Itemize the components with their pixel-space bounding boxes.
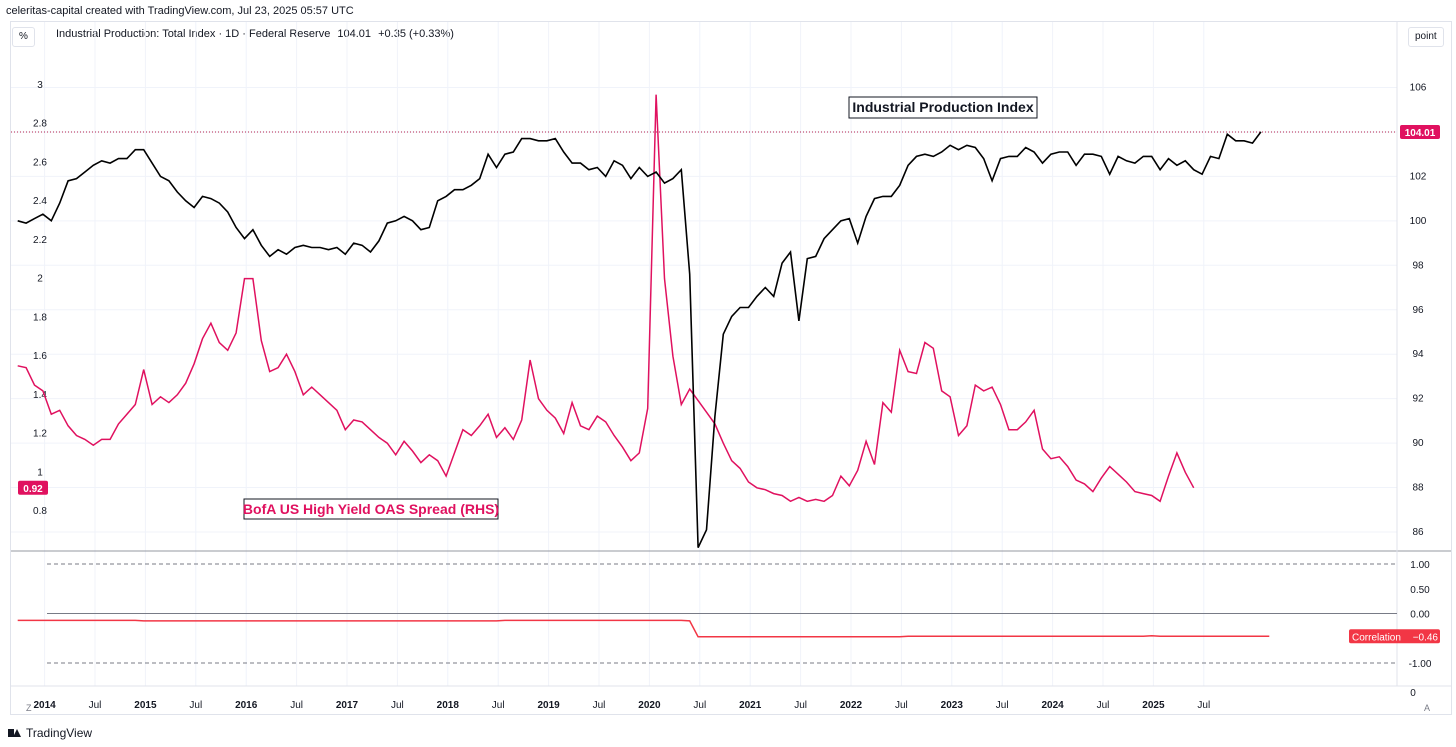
right-axis-tick: 88 [1412,483,1424,494]
x-tick-label: Jul [189,700,202,711]
corr-value-text: −0.46 [1413,632,1439,643]
legend-value: 104.01 [337,28,372,40]
legend-name: Industrial Production: Total Index · 1D … [56,28,331,40]
left-axis-tick: 1.2 [33,429,47,440]
right-axis-tick: 102 [1410,171,1427,182]
left-corner-label[interactable]: Z [26,703,32,713]
x-tick-label: 2017 [336,700,359,711]
ip-last-value-badge [1400,124,1440,139]
spread-series-line [17,94,1195,503]
left-axis-tick: 1.6 [33,351,47,362]
ip-last-value-text: 104.01 [1405,128,1436,139]
left-axis-tick: 2.4 [33,196,47,207]
corr-axis-tick: 1.00 [1410,560,1430,571]
left-axis-tick: 1 [37,467,43,478]
x-tick-label: 2018 [437,700,460,711]
chart-frame [10,21,1452,715]
right-axis-tick: 92 [1412,394,1424,405]
right-axis-tick: 96 [1412,305,1424,316]
x-tick-label: 2021 [739,700,762,711]
x-tick-label: 2022 [840,700,863,711]
ip-annotation-box [848,96,1038,119]
corr-name-text: Correlation [1352,632,1401,643]
tradingview-logo-icon [8,729,22,737]
left-axis-tick: 2.2 [33,235,47,246]
x-tick-label: Jul [794,700,807,711]
corr-axis-tick: -1.00 [1409,659,1432,670]
ip-annotation-text: Industrial Production Index [852,99,1033,115]
corr-axis-tick: 0.50 [1410,585,1430,596]
left-axis-tick: 0.8 [33,506,47,517]
x-tick-label: 2015 [134,700,157,711]
spread-annotation-box [243,498,499,520]
x-tick-label: 2019 [537,700,560,711]
x-tick-label: Jul [593,700,606,711]
right-axis-tick: 106 [1410,83,1427,94]
x-tick-label: 2014 [33,700,56,711]
x-tick-label: Jul [391,700,404,711]
x-tick-label: Jul [89,700,102,711]
x-tick-label: Jul [290,700,303,711]
right-axis-tick: 100 [1410,216,1427,227]
left-axis-tick: 1.4 [33,390,47,401]
right-axis-tick: 90 [1412,438,1424,449]
x-tick-label: 2023 [941,700,964,711]
ip-series-line [17,131,1262,548]
right-axis-tick: 98 [1412,260,1424,271]
x-tick-label: 2020 [638,700,661,711]
tradingview-logo: TradingView [8,726,92,740]
x-tick-label: Jul [1197,700,1210,711]
x-tick-label: Jul [996,700,1009,711]
x-tick-label: 2016 [235,700,258,711]
x-tick-label: Jul [1097,700,1110,711]
left-axis-tick: 1.8 [33,312,47,323]
corr-last-value-badge [1349,629,1440,644]
corr-axis-tick: 0.00 [1410,610,1430,621]
left-scale-label[interactable]: % [12,27,35,47]
spread-last-value-text: 0.92 [23,484,43,495]
x-tick-label: 2024 [1041,700,1064,711]
x-tick-label: 2025 [1142,700,1165,711]
credit-text: celeritas-capital created with TradingVi… [6,5,354,17]
left-axis-tick: 2.6 [33,157,47,168]
x-tick-label: Jul [895,700,908,711]
x-tick-label: Jul [693,700,706,711]
right-axis-tick: 86 [1412,527,1424,538]
right-corner-label[interactable]: A [1424,703,1431,713]
left-axis-tick: 3 [37,80,43,91]
left-axis-tick: 2 [37,274,43,285]
spread-last-value-badge [18,480,48,495]
x-tick-label: Jul [492,700,505,711]
corr-left-axis-tick: 0 [1410,688,1416,699]
tradingview-logo-text: TradingView [26,726,93,740]
right-axis-tick: 94 [1412,349,1424,360]
spread-annotation-text: BofA US High Yield OAS Spread (RHS) [243,501,499,517]
right-scale-button[interactable]: point [1408,27,1444,47]
corr-series-line [17,619,1270,638]
left-axis-tick: 2.8 [33,119,47,130]
